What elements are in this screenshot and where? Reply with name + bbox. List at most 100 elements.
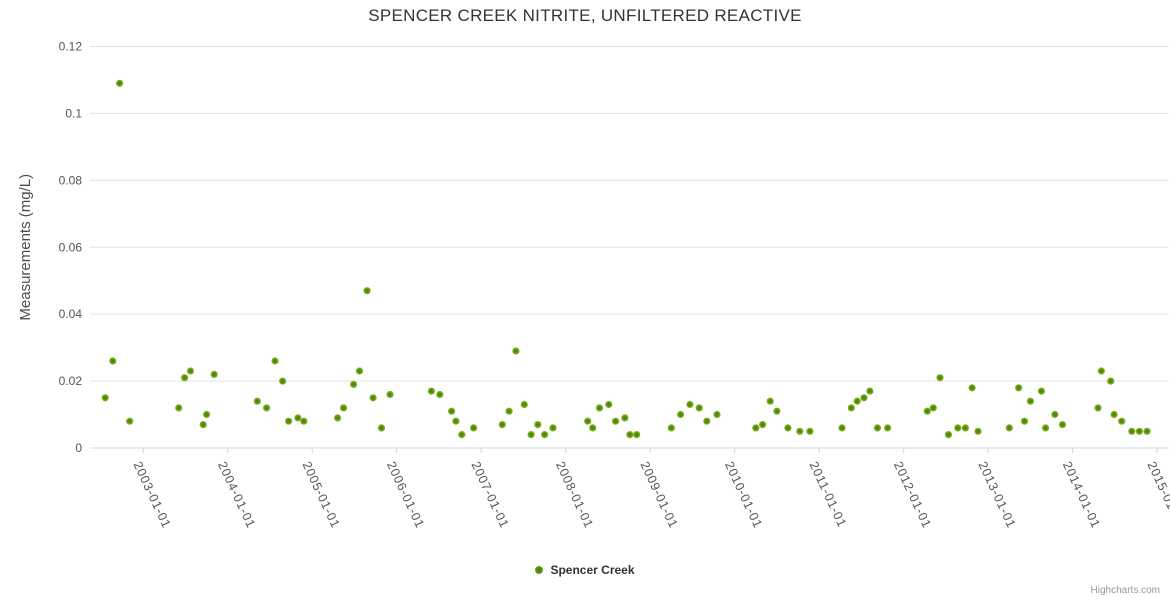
highcharts-credits-link[interactable]: Highcharts.com — [1090, 585, 1160, 596]
data-point[interactable] — [181, 374, 189, 382]
data-point[interactable] — [595, 404, 604, 412]
data-point[interactable] — [873, 424, 882, 432]
data-point[interactable] — [436, 390, 444, 399]
data-point[interactable] — [944, 431, 953, 439]
data-point[interactable] — [784, 424, 792, 432]
data-point[interactable] — [1051, 410, 1059, 419]
data-point[interactable] — [923, 407, 931, 415]
data-point[interactable] — [363, 287, 371, 295]
data-point[interactable] — [126, 417, 134, 425]
data-point[interactable] — [300, 417, 308, 425]
data-point[interactable] — [584, 417, 592, 425]
data-point[interactable] — [954, 424, 962, 432]
data-point[interactable] — [806, 427, 814, 435]
data-point[interactable] — [860, 394, 868, 402]
data-point[interactable] — [279, 377, 287, 385]
data-point[interactable] — [377, 424, 386, 432]
data-point[interactable] — [1058, 421, 1067, 429]
data-point[interactable] — [334, 414, 342, 422]
data-point[interactable] — [766, 397, 774, 405]
x-axis-tick-label: 2005-01-01 — [300, 459, 343, 530]
data-point[interactable] — [470, 424, 478, 432]
data-point[interactable] — [186, 367, 195, 375]
data-point[interactable] — [1128, 427, 1136, 435]
data-point[interactable] — [626, 431, 634, 439]
data-point[interactable] — [796, 427, 804, 435]
data-point[interactable] — [847, 404, 855, 412]
data-point[interactable] — [974, 427, 982, 435]
x-axis-tick-label: 2006-01-01 — [384, 459, 427, 530]
data-point[interactable] — [452, 417, 460, 425]
data-point[interactable] — [101, 394, 109, 402]
data-point[interactable] — [752, 424, 760, 432]
data-point[interactable] — [1005, 424, 1013, 432]
data-point[interactable] — [838, 424, 846, 432]
data-point[interactable] — [1020, 417, 1029, 425]
data-point[interactable] — [355, 367, 364, 375]
data-point[interactable] — [1015, 384, 1023, 392]
data-point[interactable] — [253, 397, 261, 405]
data-point[interactable] — [686, 400, 694, 409]
data-point[interactable] — [695, 404, 703, 412]
data-point[interactable] — [520, 400, 528, 409]
data-point[interactable] — [1135, 427, 1143, 435]
data-point[interactable] — [505, 407, 513, 415]
data-point[interactable] — [339, 404, 348, 412]
data-point[interactable] — [936, 374, 944, 382]
data-point[interactable] — [448, 407, 456, 415]
data-point[interactable] — [1097, 367, 1105, 375]
data-point[interactable] — [968, 384, 976, 392]
data-point[interactable] — [512, 347, 520, 355]
data-point[interactable] — [386, 390, 394, 399]
data-point[interactable] — [175, 404, 183, 412]
data-point[interactable] — [109, 357, 117, 365]
y-axis-tick-label: 0.12 — [59, 40, 83, 54]
data-point[interactable] — [1107, 377, 1115, 385]
data-point[interactable] — [612, 417, 620, 425]
data-point[interactable] — [350, 380, 358, 388]
x-axis-tick-label: 2010-01-01 — [722, 459, 765, 530]
data-point[interactable] — [210, 370, 218, 378]
data-point[interactable] — [1143, 427, 1151, 435]
data-point[interactable] — [1110, 410, 1118, 419]
data-point[interactable] — [458, 431, 466, 439]
data-point[interactable] — [199, 421, 207, 429]
data-point[interactable] — [961, 424, 970, 432]
data-point[interactable] — [534, 421, 542, 429]
data-point[interactable] — [633, 431, 641, 439]
data-point[interactable] — [498, 421, 506, 429]
data-point[interactable] — [866, 387, 874, 395]
data-point[interactable] — [271, 357, 279, 365]
data-point[interactable] — [116, 79, 124, 87]
data-point[interactable] — [605, 400, 613, 409]
data-point[interactable] — [667, 424, 675, 432]
data-point[interactable] — [773, 407, 781, 415]
data-point[interactable] — [285, 417, 293, 425]
data-point[interactable] — [541, 431, 549, 439]
data-point[interactable] — [549, 424, 557, 432]
data-point[interactable] — [884, 424, 892, 432]
data-point[interactable] — [703, 417, 711, 425]
data-point[interactable] — [677, 410, 685, 419]
data-point[interactable] — [621, 414, 629, 422]
data-point[interactable] — [713, 410, 721, 419]
data-point[interactable] — [203, 410, 211, 419]
data-point[interactable] — [527, 431, 535, 439]
data-point[interactable] — [1037, 387, 1045, 395]
data-point[interactable] — [1026, 397, 1034, 405]
x-axis-tick-label: 2008-01-01 — [553, 459, 596, 530]
data-point[interactable] — [1042, 424, 1050, 432]
data-point[interactable] — [929, 404, 937, 412]
data-point[interactable] — [1118, 417, 1126, 425]
data-point[interactable] — [263, 404, 271, 412]
data-point[interactable] — [294, 414, 302, 422]
data-point[interactable] — [589, 424, 597, 432]
data-point[interactable] — [853, 397, 861, 405]
legend-item-spencer-creek[interactable]: Spencer Creek — [0, 563, 1170, 577]
data-point[interactable] — [759, 421, 767, 429]
x-axis-tick-label: 2007-01-01 — [468, 459, 511, 530]
data-point[interactable] — [369, 394, 377, 402]
data-point[interactable] — [1094, 404, 1102, 412]
data-point[interactable] — [427, 387, 435, 395]
